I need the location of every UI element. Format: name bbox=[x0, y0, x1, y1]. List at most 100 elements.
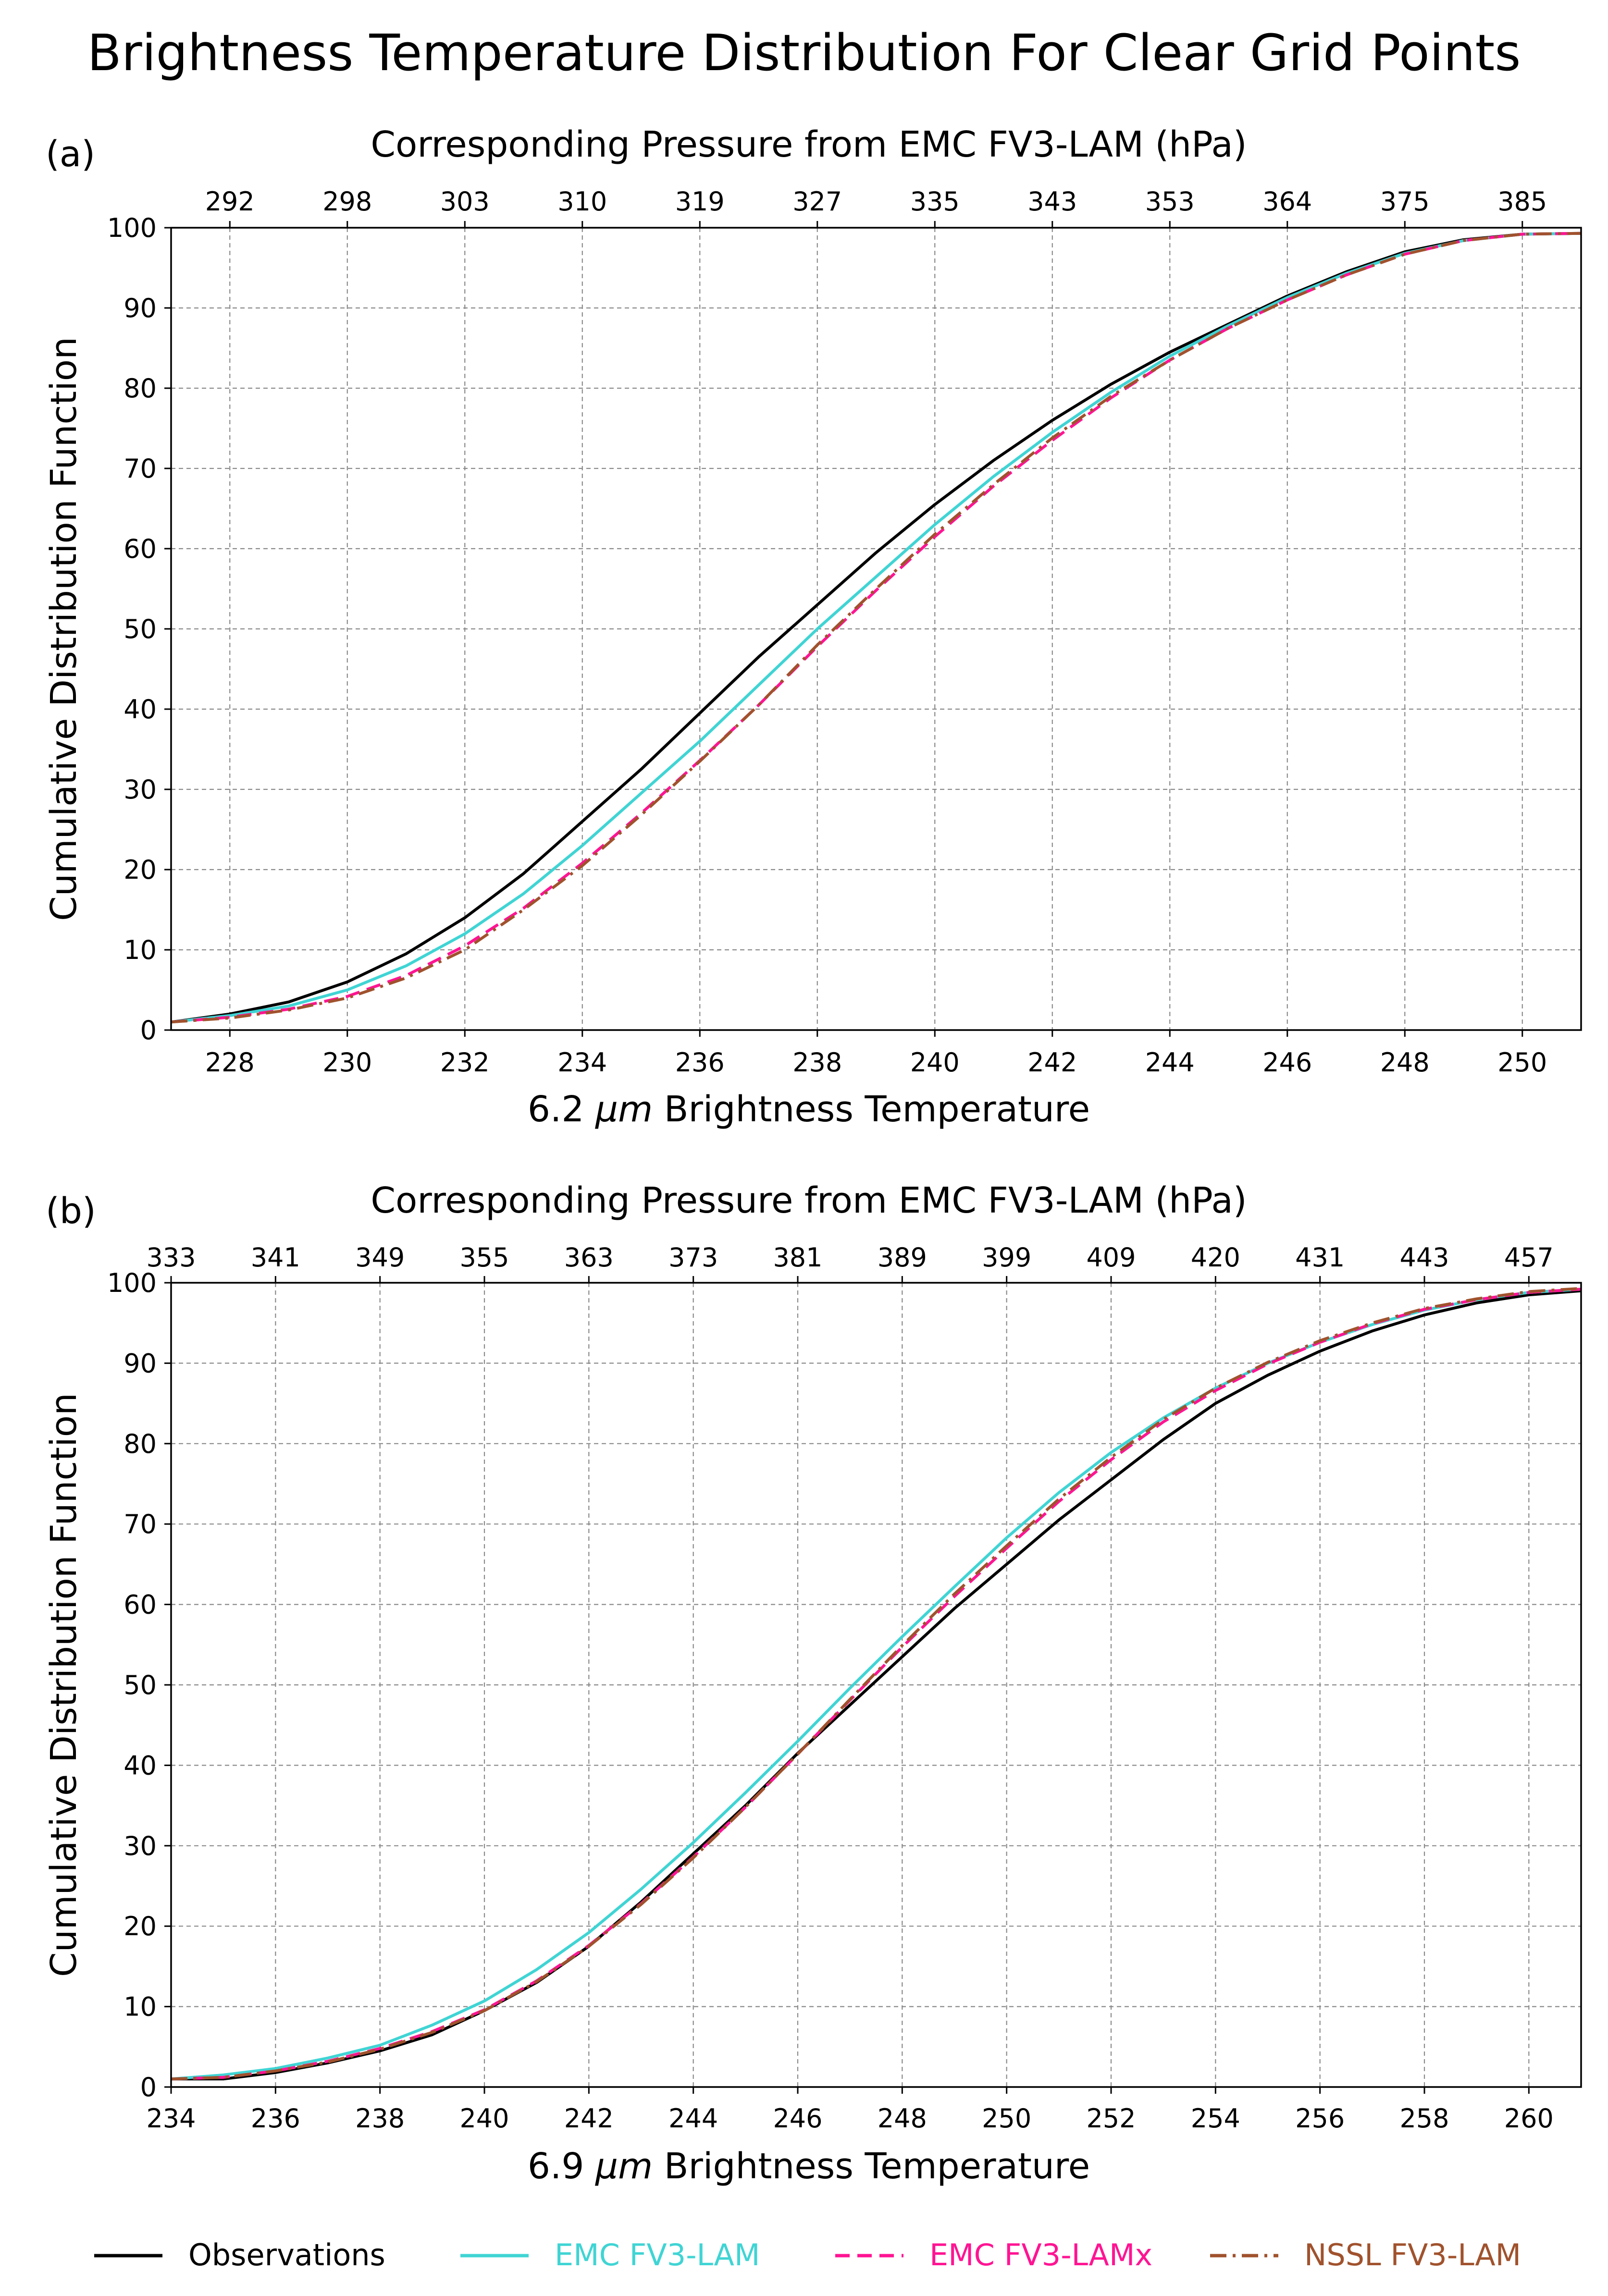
legend-label: NSSL FV3-LAM bbox=[1304, 2237, 1521, 2272]
y-tick-label: 0 bbox=[140, 1015, 157, 1045]
series-line-observations bbox=[171, 1289, 1582, 2081]
legend-label: EMC FV3-LAMx bbox=[929, 2237, 1152, 2272]
x-tick-label: 244 bbox=[1145, 1047, 1195, 1078]
x-axis-label-text: Brightness Temperature bbox=[653, 1089, 1090, 1130]
x-tick-label: 260 bbox=[1504, 2103, 1554, 2134]
legend-entry: Observations bbox=[94, 2237, 385, 2272]
series-lines bbox=[171, 232, 1582, 1024]
y-tick-label: 40 bbox=[124, 694, 157, 724]
top-tick-label: 364 bbox=[1262, 186, 1312, 217]
x-tick-label: 252 bbox=[1086, 2103, 1136, 2134]
top-tick-label: 341 bbox=[251, 1242, 300, 1273]
y-tick-label: 30 bbox=[124, 774, 157, 805]
x-tick-label: 234 bbox=[146, 2103, 196, 2134]
top-tick-label: 373 bbox=[668, 1242, 718, 1273]
x-tick-label: 242 bbox=[1027, 1047, 1077, 1078]
legend-entry: EMC FV3-LAMx bbox=[835, 2237, 1152, 2272]
x-axis-label-unit: μm bbox=[595, 2146, 653, 2187]
legend-label: EMC FV3-LAM bbox=[555, 2237, 760, 2272]
y-tick-label: 50 bbox=[124, 1670, 157, 1700]
x-tick-label: 236 bbox=[675, 1047, 725, 1078]
top-tick-label: 420 bbox=[1191, 1242, 1240, 1273]
x-tick-label: 242 bbox=[564, 2103, 614, 2134]
x-tick-label: 238 bbox=[355, 2103, 405, 2134]
top-tick-label: 385 bbox=[1497, 186, 1547, 217]
y-tick-label: 90 bbox=[124, 293, 157, 323]
gridlines bbox=[171, 228, 1581, 1030]
top-tick-label: 381 bbox=[773, 1242, 822, 1273]
y-tick-label: 100 bbox=[107, 1268, 157, 1298]
top-axis-title: Corresponding Pressure from EMC FV3-LAM … bbox=[371, 124, 1247, 165]
x-axis-label-text: Brightness Temperature bbox=[653, 2146, 1090, 2187]
y-tick-label: 10 bbox=[124, 935, 157, 965]
x-tick-label: 238 bbox=[792, 1047, 842, 1078]
gridlines bbox=[171, 1283, 1581, 2087]
y-tick-label: 90 bbox=[124, 1348, 157, 1378]
y-tick-label: 80 bbox=[124, 1429, 157, 1459]
x-tick-label: 248 bbox=[1380, 1047, 1430, 1078]
top-tick-label: 375 bbox=[1380, 186, 1430, 217]
y-tick-label: 10 bbox=[124, 1992, 157, 2022]
series-lines bbox=[171, 1287, 1582, 2081]
panel-label: (a) bbox=[46, 134, 95, 175]
top-tick-label: 389 bbox=[878, 1242, 927, 1273]
top-tick-label: 298 bbox=[322, 186, 372, 217]
x-tick-label: 246 bbox=[1262, 1047, 1312, 1078]
y-axis-label: Cumulative Distribution Function bbox=[43, 1393, 85, 1977]
x-tick-label: 244 bbox=[668, 2103, 718, 2134]
x-tick-label: 250 bbox=[1497, 1047, 1547, 1078]
legend-label: Observations bbox=[188, 2237, 385, 2272]
series-line-emc-fv3-lam bbox=[171, 232, 1582, 1024]
x-axis-label-value: 6.2 bbox=[528, 1089, 595, 1130]
y-tick-label: 60 bbox=[124, 1590, 157, 1620]
top-tick-label: 343 bbox=[1027, 186, 1077, 217]
y-tick-label: 0 bbox=[140, 2072, 157, 2102]
top-tick-label: 355 bbox=[459, 1242, 509, 1273]
top-tick-label: 443 bbox=[1399, 1242, 1449, 1273]
series-line-emc-fv3-lamx bbox=[171, 1288, 1582, 2081]
x-tick-label: 258 bbox=[1399, 2103, 1449, 2134]
panel-label: (b) bbox=[46, 1191, 96, 1232]
y-tick-label: 80 bbox=[124, 373, 157, 404]
x-axis-label: 6.9 μm Brightness Temperature bbox=[528, 2146, 1090, 2187]
top-tick-label: 310 bbox=[557, 186, 607, 217]
top-tick-label: 409 bbox=[1086, 1242, 1136, 1273]
top-tick-label: 431 bbox=[1295, 1242, 1345, 1273]
legend-entry: NSSL FV3-LAM bbox=[1210, 2237, 1521, 2272]
top-tick-label: 399 bbox=[982, 1242, 1031, 1273]
top-tick-label: 353 bbox=[1145, 186, 1195, 217]
y-tick-label: 30 bbox=[124, 1831, 157, 1861]
y-tick-label: 60 bbox=[124, 534, 157, 564]
top-tick-label: 457 bbox=[1504, 1242, 1554, 1273]
x-tick-label: 240 bbox=[910, 1047, 960, 1078]
series-line-nssl-fv3-lam bbox=[171, 232, 1582, 1024]
x-tick-label: 256 bbox=[1295, 2103, 1345, 2134]
x-tick-label: 248 bbox=[878, 2103, 927, 2134]
x-tick-label: 240 bbox=[459, 2103, 509, 2134]
x-tick-label: 250 bbox=[982, 2103, 1031, 2134]
series-line-emc-fv3-lamx bbox=[171, 232, 1582, 1024]
figure-title: Brightness Temperature Distribution For … bbox=[87, 24, 1521, 82]
y-tick-label: 100 bbox=[107, 213, 157, 243]
y-tick-label: 20 bbox=[124, 1911, 157, 1941]
x-tick-label: 232 bbox=[440, 1047, 490, 1078]
legend: Observations EMC FV3-LAM EMC FV3-LAMx NSSL … bbox=[94, 2237, 1521, 2272]
top-axis-title: Corresponding Pressure from EMC FV3-LAM … bbox=[371, 1180, 1247, 1221]
x-axis-label-unit: μm bbox=[595, 1089, 653, 1130]
top-tick-label: 335 bbox=[910, 186, 960, 217]
top-tick-label: 333 bbox=[146, 1242, 196, 1273]
x-tick-label: 254 bbox=[1191, 2103, 1240, 2134]
y-axis-label: Cumulative Distribution Function bbox=[43, 337, 85, 921]
panel-b: 234 236 238 240 242 244 246 248 250 252 254 256 258 2… bbox=[43, 1180, 1582, 2187]
x-tick-label: 246 bbox=[773, 2103, 822, 2134]
x-axis-label: 6.2 μm Brightness Temperature bbox=[528, 1089, 1090, 1130]
y-tick-label: 70 bbox=[124, 454, 157, 484]
panel-a: 228 230 232 234 236 238 240 242 244 246 248 250 292 2… bbox=[43, 124, 1582, 1130]
x-tick-label: 228 bbox=[205, 1047, 255, 1078]
top-tick-label: 349 bbox=[355, 1242, 405, 1273]
x-tick-label: 236 bbox=[251, 2103, 300, 2134]
top-tick-label: 327 bbox=[792, 186, 842, 217]
y-tick-label: 20 bbox=[124, 855, 157, 885]
y-tick-label: 40 bbox=[124, 1750, 157, 1780]
